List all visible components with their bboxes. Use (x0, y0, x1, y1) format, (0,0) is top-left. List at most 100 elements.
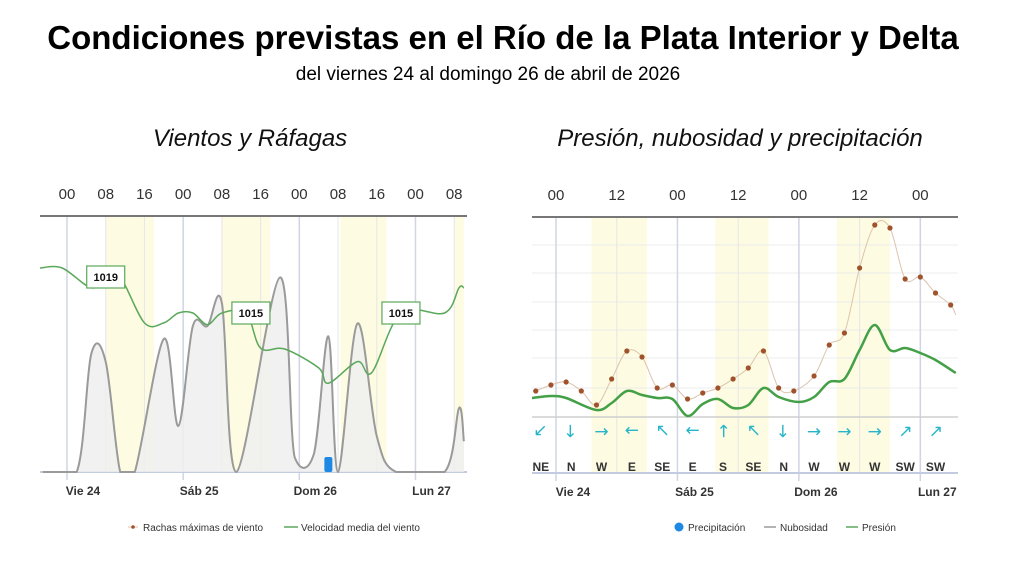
wind-direction-label: SE (745, 460, 761, 474)
top-tick-label: 08 (330, 186, 347, 203)
top-tick-label: 08 (97, 186, 114, 203)
gust-point (563, 379, 569, 385)
page-subtitle: del viernes 24 al domingo 26 de abril de… (296, 64, 681, 85)
top-tick-label: 16 (136, 186, 153, 203)
wind-arrow-icon: → (685, 420, 699, 440)
top-tick-label: 08 (446, 186, 463, 203)
pressure-label-box (381, 301, 421, 325)
left-chart-title: Vientos y Ráfagas (153, 125, 347, 152)
wind-direction-label: SW (895, 460, 915, 474)
gust-point (715, 385, 721, 391)
pressure-label: 1015 (389, 308, 413, 320)
day-label: Lun 27 (412, 484, 451, 498)
wind-arrow-icon: → (894, 420, 918, 444)
day-label: Vie 24 (66, 484, 101, 498)
cloud-line (42, 276, 465, 474)
top-tick-label: 00 (912, 187, 929, 204)
top-tick-label: 00 (548, 187, 565, 204)
gust-point (593, 402, 600, 408)
top-tick-label: 00 (291, 186, 308, 203)
gust-point (791, 388, 797, 394)
wind-gust-chart: 00 08 16 00 08 16 00 08 16 00 08 Vie 24 Sáb 25 Dom 26… (39, 186, 467, 498)
gust-point (624, 348, 630, 354)
daylight-band (591, 217, 648, 473)
daylight-band (715, 217, 769, 473)
wind-direction-label: W (839, 460, 851, 474)
legend-gust-dot (131, 525, 135, 529)
gust-point (730, 376, 736, 382)
legend-precip-dot (674, 522, 684, 532)
wind-direction-label: N (567, 460, 576, 474)
wind-arrow-icon: → (560, 424, 580, 438)
gust-point (669, 382, 675, 388)
right-legend: Precipitación Nubosidad Presión (674, 522, 896, 534)
daylight-band (454, 216, 464, 472)
gust-point (548, 382, 554, 388)
top-tick-label: 00 (59, 186, 76, 203)
day-label: Lun 27 (918, 485, 957, 499)
wind-direction-label: W (808, 460, 820, 474)
gust-point (811, 373, 817, 379)
wind-arrow-icon: → (924, 420, 948, 444)
pressure-label: 1015 (239, 308, 263, 320)
gust-point (745, 365, 751, 371)
day-label: Sáb 25 (180, 484, 219, 498)
gust-point (700, 390, 706, 396)
gust-point (902, 276, 908, 282)
gust-point (857, 265, 863, 271)
day-label: Dom 26 (294, 484, 338, 498)
left-legend: Rachas máximas de viento Velocidad media… (128, 523, 420, 534)
page-title: Condiciones previstas en el Río de la Pl… (47, 19, 959, 56)
wind-arrow-icon: → (837, 422, 851, 442)
precipitation-bar (324, 457, 333, 472)
wind-direction-label: E (628, 460, 636, 474)
wind-arrow-icon: → (651, 418, 675, 442)
gust-point (684, 396, 691, 402)
top-tick-label: 00 (791, 187, 808, 204)
legend-gust-label: Rachas máximas de viento (143, 523, 263, 534)
legend-pressure-label: Presión (862, 523, 896, 534)
gust-point (948, 302, 954, 308)
day-label: Sáb 25 (675, 485, 714, 499)
pressure-label-box (86, 265, 126, 289)
top-tick-label: 00 (669, 187, 686, 204)
wind-direction-label: S (719, 460, 727, 474)
gust-point (609, 376, 615, 382)
top-tick-label: 12 (608, 187, 625, 204)
wind-direction-label: SW (926, 460, 946, 474)
wind-arrow-icon: → (773, 424, 793, 438)
gust-point (841, 330, 848, 336)
right-chart-title: Presión, nubosidad y precipitación (557, 125, 923, 152)
gust-point (533, 388, 539, 394)
gust-point (654, 385, 660, 391)
wind-direction-label: N (779, 460, 788, 474)
wind-arrow-icon: → (625, 420, 639, 440)
wind-arrow-icon: → (714, 424, 734, 438)
top-tick-label: 16 (368, 186, 385, 203)
top-tick-label: 00 (175, 186, 192, 203)
wind-direction-label: SE (654, 460, 670, 474)
pressure-label: 1019 (93, 272, 117, 284)
top-tick-label: 08 (214, 186, 231, 203)
top-tick-label: 16 (252, 186, 269, 203)
gust-point (872, 222, 878, 228)
gust-point (639, 354, 645, 360)
pressure-cloud-chart: 00 12 00 12 00 12 00 Vie 24 Sáb 25 Dom 26 Lun 27 → N… (528, 187, 958, 499)
pressure-label-box (231, 301, 271, 325)
legend-precip-label: Precipitación (688, 523, 745, 534)
wind-arrow-icon: → (807, 422, 821, 442)
wind-direction-label: W (596, 460, 608, 474)
wind-arrow-icon: → (594, 422, 608, 442)
wind-arrow-icon: → (868, 422, 882, 442)
gust-point (578, 388, 584, 394)
top-tick-label: 00 (407, 186, 424, 203)
gust-point (776, 385, 782, 391)
legend-mean-label: Velocidad media del viento (301, 523, 420, 534)
top-tick-label: 12 (851, 187, 868, 204)
top-tick-label: 12 (730, 187, 747, 204)
gust-point (917, 274, 923, 280)
gust-point (932, 290, 939, 296)
cloud-area (42, 277, 464, 472)
wind-direction-label: W (869, 460, 881, 474)
